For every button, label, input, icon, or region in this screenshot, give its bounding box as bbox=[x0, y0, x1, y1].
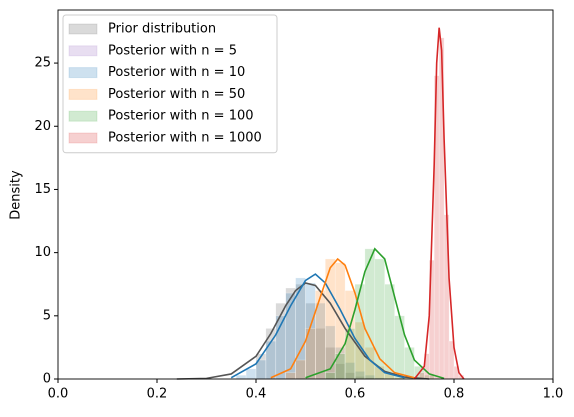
y-tick-label: 20 bbox=[34, 119, 51, 134]
legend-swatch bbox=[68, 23, 98, 35]
legend-label: Posterior with n = 5 bbox=[108, 43, 237, 58]
y-tick-label: 15 bbox=[34, 182, 51, 197]
legend-swatch bbox=[68, 45, 98, 57]
legend-label: Posterior with n = 50 bbox=[108, 87, 245, 102]
y-tick-label: 5 bbox=[43, 308, 51, 323]
legend-swatch bbox=[68, 88, 98, 100]
x-tick-label: 1.0 bbox=[543, 387, 564, 402]
legend-label: Prior distribution bbox=[108, 22, 216, 37]
histogram-bar bbox=[245, 368, 257, 380]
legend-swatch bbox=[68, 67, 98, 79]
kde-line bbox=[270, 257, 415, 379]
histogram-bar bbox=[285, 372, 296, 380]
histogram-bar bbox=[404, 347, 415, 380]
legend: Prior distribution Posterior with n = 5 Po… bbox=[62, 14, 278, 154]
y-tick-label: 0 bbox=[43, 372, 51, 387]
histogram-bar bbox=[325, 372, 336, 380]
x-tick-label: 0.6 bbox=[345, 387, 366, 402]
histogram-bar bbox=[315, 290, 326, 380]
histogram-bar bbox=[295, 359, 306, 380]
histogram-bar bbox=[394, 315, 405, 380]
legend-swatch bbox=[68, 132, 98, 144]
kde-line bbox=[230, 273, 405, 379]
y-tick-label: 10 bbox=[34, 245, 51, 260]
y-tick-label: 25 bbox=[34, 56, 51, 71]
kde-line bbox=[305, 247, 445, 380]
legend-swatch bbox=[68, 110, 98, 122]
x-tick-label: 0.0 bbox=[48, 387, 69, 402]
legend-label: Posterior with n = 10 bbox=[108, 65, 245, 80]
legend-label: Posterior with n = 100 bbox=[108, 109, 254, 124]
kde-line bbox=[413, 27, 465, 380]
x-tick-label: 0.4 bbox=[246, 387, 267, 402]
y-axis-label: Density bbox=[9, 170, 24, 220]
legend-label: Posterior with n = 1000 bbox=[108, 131, 262, 146]
x-tick-label: 0.8 bbox=[444, 387, 465, 402]
plot-frame bbox=[57, 9, 554, 380]
x-tick-label: 0.2 bbox=[147, 387, 168, 402]
histogram-bar bbox=[235, 374, 247, 380]
legend-box bbox=[62, 14, 278, 154]
